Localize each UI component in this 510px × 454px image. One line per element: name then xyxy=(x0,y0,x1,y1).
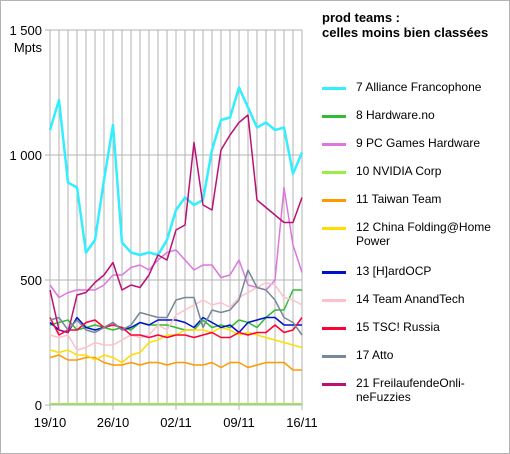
legend-item: 10 NVIDIA Corp xyxy=(322,162,507,182)
legend-item: 14 Team AnandTech xyxy=(322,290,507,310)
legend-swatch xyxy=(322,355,346,358)
legend-item: 13 [H]ardOCP xyxy=(322,262,507,282)
legend-label: 7 Alliance Francophone xyxy=(356,80,482,94)
x-tick-label: 09/11 xyxy=(223,415,255,430)
legend-swatch xyxy=(322,271,346,274)
series-line xyxy=(49,316,302,334)
legend-label: 15 TSC! Russia xyxy=(356,320,440,334)
legend-swatch xyxy=(322,87,346,90)
legend-item: 7 Alliance Francophone xyxy=(322,78,507,98)
legend-label: 11 Taiwan Team xyxy=(356,192,442,206)
legend-title: prod teams : celles moins bien classées xyxy=(322,10,507,40)
x-tick-label: 16/11 xyxy=(286,415,318,430)
legend-label: 13 [H]ardOCP xyxy=(356,264,432,278)
x-tick-label: 19/10 xyxy=(34,415,67,430)
x-tick-label: 02/11 xyxy=(160,415,192,430)
legend-label: 10 NVIDIA Corp xyxy=(356,164,442,178)
y-tick-label: 1 000 xyxy=(9,148,42,163)
legend-swatch xyxy=(322,383,346,386)
legend-swatch xyxy=(322,143,346,146)
series-line xyxy=(48,86,304,257)
y-tick-label: 0 xyxy=(35,398,42,413)
legend-label: 14 Team AnandTech xyxy=(356,292,465,306)
series-line xyxy=(49,114,303,334)
legend-title-line: celles moins bien classées xyxy=(322,25,489,40)
legend-label: 9 PC Games Hardware xyxy=(356,136,481,150)
legend-item: 9 PC Games Hardware xyxy=(322,134,507,154)
y-tick-label: 500 xyxy=(20,273,42,288)
legend-item: 12 China Folding@Home Power xyxy=(322,218,507,248)
series-line xyxy=(49,281,303,351)
legend-label: 21 FreilaufendeOnli-neFuzzies xyxy=(356,376,465,404)
legend-label: 17 Atto xyxy=(356,348,394,362)
y-tick-label: 1 500 xyxy=(9,23,42,38)
legend-swatch xyxy=(322,227,346,230)
series-line xyxy=(49,269,303,336)
legend-item: 17 Atto xyxy=(322,346,507,366)
legend-swatch xyxy=(322,115,346,118)
y-axis-label: Mpts xyxy=(14,40,43,55)
legend-item: 21 FreilaufendeOnli-neFuzzies xyxy=(322,374,507,404)
legend-title-line: prod teams : xyxy=(322,10,401,25)
x-tick-label: 26/10 xyxy=(97,415,130,430)
legend-swatch xyxy=(322,299,346,302)
legend-item: 15 TSC! Russia xyxy=(322,318,507,338)
legend-label: 8 Hardware.no xyxy=(356,108,435,122)
legend-swatch xyxy=(322,327,346,330)
legend-swatch xyxy=(322,199,346,202)
legend-item: 11 Taiwan Team xyxy=(322,190,507,210)
legend-item: 8 Hardware.no xyxy=(322,106,507,126)
series-line xyxy=(49,317,303,339)
legend-swatch xyxy=(322,171,346,174)
series-line xyxy=(49,289,302,331)
legend-label: 12 China Folding@Home Power xyxy=(356,220,491,248)
